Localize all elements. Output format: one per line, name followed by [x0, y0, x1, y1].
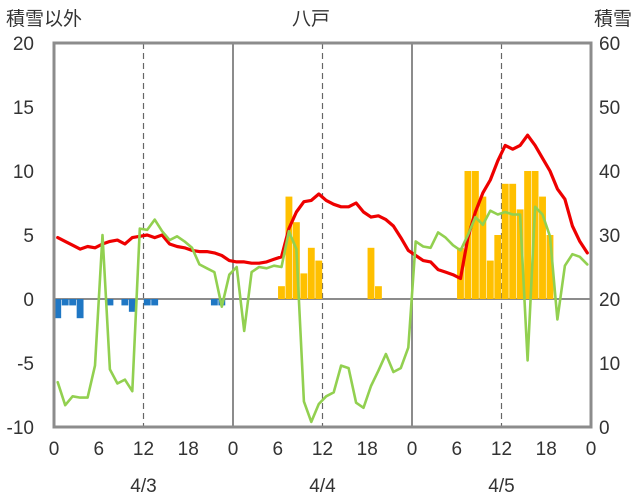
- bar: [509, 183, 517, 299]
- left-tick-label: 5: [23, 226, 34, 247]
- x-tick-label: 18: [178, 439, 199, 460]
- left-axis-ticks: 20 15 10 5 0 -5 -10: [7, 34, 34, 439]
- x-tick-label: 0: [228, 439, 239, 460]
- series-line-2: [56, 133, 589, 281]
- right-tick-label: 30: [599, 226, 620, 247]
- bar: [471, 171, 479, 299]
- plot-frame: [52, 41, 593, 429]
- right-tick-label: 40: [599, 162, 620, 183]
- left-tick-label: 0: [23, 290, 34, 311]
- left-tick-label: -10: [7, 418, 34, 439]
- left-tick-label: 10: [13, 162, 34, 183]
- bar: [501, 183, 509, 299]
- right-tick-label: 0: [599, 418, 610, 439]
- date-label: 4/4: [309, 476, 336, 497]
- right-axis-ticks: 60 50 40 30 20 10 0: [599, 34, 620, 439]
- bar: [54, 299, 62, 319]
- bar: [300, 273, 308, 299]
- x-tick-label: 18: [357, 439, 378, 460]
- x-tick-label: 18: [536, 439, 557, 460]
- bar: [307, 247, 315, 299]
- x-tick-label: 0: [49, 439, 60, 460]
- bar: [516, 209, 524, 299]
- date-label: 4/5: [488, 476, 514, 497]
- right-tick-label: 20: [599, 290, 620, 311]
- right-tick-label: 10: [599, 354, 620, 375]
- bar: [524, 171, 532, 299]
- x-tick-label: 12: [491, 439, 512, 460]
- left-axis-label: 積雪以外: [6, 8, 82, 30]
- bar: [151, 299, 159, 306]
- bar: [128, 299, 136, 312]
- bar: [121, 299, 129, 306]
- x-tick-label: 6: [451, 439, 462, 460]
- date-label: 4/3: [130, 476, 156, 497]
- bar: [375, 286, 382, 299]
- bar: [539, 196, 546, 299]
- series-line-3: [56, 205, 589, 424]
- right-tick-label: 50: [599, 98, 620, 119]
- bar: [61, 299, 69, 306]
- bar: [486, 260, 494, 299]
- x-tick-label: 0: [586, 439, 597, 460]
- x-tick-label: 0: [407, 439, 418, 460]
- x-tick-label: 12: [133, 439, 154, 460]
- bar: [143, 299, 151, 306]
- bar: [479, 196, 487, 299]
- bar: [531, 171, 539, 299]
- bar: [315, 260, 323, 299]
- right-tick-label: 60: [599, 34, 620, 55]
- x-axis-ticks: 0 6 12 18 0 6 12 18 0 6 12 18 0: [49, 439, 597, 460]
- right-axis-label: 積雪: [594, 8, 632, 30]
- gridlines: [54, 43, 591, 427]
- bar: [546, 235, 554, 299]
- bar: [106, 299, 114, 306]
- date-labels: 4/3 4/4 4/5: [130, 476, 514, 497]
- left-tick-label: 20: [13, 34, 34, 55]
- x-tick-label: 6: [272, 439, 283, 460]
- bar: [76, 299, 84, 319]
- left-tick-label: -5: [17, 354, 34, 375]
- bar-series: [54, 171, 554, 319]
- x-tick-label: 12: [312, 439, 333, 460]
- bar: [69, 299, 77, 306]
- left-tick-label: 15: [13, 98, 34, 119]
- bar: [278, 286, 285, 299]
- bar: [285, 196, 293, 299]
- bar: [367, 247, 375, 299]
- x-tick-label: 6: [93, 439, 104, 460]
- bar: [494, 235, 502, 299]
- chart-title: 八戸: [292, 9, 330, 30]
- bar: [210, 299, 218, 306]
